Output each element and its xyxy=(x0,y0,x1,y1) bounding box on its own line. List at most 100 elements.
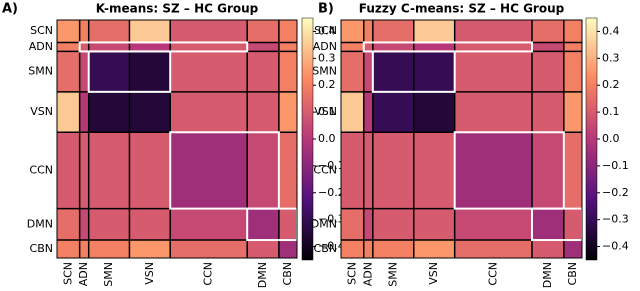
y-tick-label: DMN xyxy=(27,217,53,230)
panel-label: A) xyxy=(2,2,18,17)
x-tick-label: SMN xyxy=(386,262,399,287)
colorbar-tick-label: 0.4 xyxy=(318,24,336,37)
heatmap-cell xyxy=(531,132,565,209)
heatmap-cell xyxy=(129,132,171,209)
heatmap-cell xyxy=(79,208,89,241)
heatmap-cell xyxy=(372,51,415,93)
heatmap-cell xyxy=(57,51,80,93)
heatmap-cell xyxy=(129,208,171,241)
heatmap-cell xyxy=(57,20,80,43)
heatmap-cell xyxy=(454,20,533,43)
colorbar-tick-label: 0.4 xyxy=(602,24,620,37)
heatmap-cell xyxy=(563,20,583,43)
heatmap-cell xyxy=(79,91,89,133)
y-tick-label: SMN xyxy=(312,65,337,78)
heatmap-cell xyxy=(454,208,533,241)
heatmap-cell xyxy=(278,20,298,43)
heatmap-cell xyxy=(88,208,130,241)
heatmap-frame xyxy=(340,19,583,259)
heatmap-cell xyxy=(531,240,565,259)
heatmap-cell xyxy=(341,132,365,209)
heatmap-cell xyxy=(372,20,415,43)
heatmap-cell xyxy=(129,20,171,43)
heatmap-cell xyxy=(170,240,248,259)
colorbar-tick-label: 0.1 xyxy=(602,105,620,118)
heatmap-cell xyxy=(88,20,130,43)
heatmap-cell xyxy=(454,51,533,93)
heatmap-cell xyxy=(372,208,415,241)
heatmap-cell xyxy=(363,20,374,43)
heatmap-cell xyxy=(170,42,248,52)
x-tick-label: ADN xyxy=(77,262,90,286)
colorbar-tick-label: −0.4 xyxy=(318,240,345,253)
heatmap-cell xyxy=(57,91,80,133)
colorbar-tick-label: −0.1 xyxy=(318,159,345,172)
x-tick-label: CCN xyxy=(486,262,499,286)
heatmap-cell xyxy=(531,42,565,52)
heatmap-cell xyxy=(57,240,80,259)
heatmap-cell xyxy=(57,208,80,241)
y-tick-label: DMN xyxy=(311,217,337,230)
heatmap-cell xyxy=(129,51,171,93)
heatmap-cell xyxy=(363,132,374,209)
heatmap-cell xyxy=(454,132,533,209)
heatmap-cell xyxy=(413,91,455,133)
heatmap-cell xyxy=(57,132,80,209)
y-tick-label: SMN xyxy=(28,65,53,78)
x-tick-label: VSN xyxy=(427,262,440,285)
heatmap-cell xyxy=(88,132,130,209)
heatmap-cell xyxy=(372,132,415,209)
heatmap-cell xyxy=(563,91,583,133)
heatmap-cell xyxy=(363,91,374,133)
heatmap-cell xyxy=(563,240,583,259)
heatmap-cell xyxy=(57,42,80,52)
heatmap-cell xyxy=(247,240,280,259)
heatmap-cell xyxy=(563,42,583,52)
heatmap-cell xyxy=(247,51,280,93)
x-tick-label: DMN xyxy=(541,262,554,288)
x-tick-label: DMN xyxy=(256,262,269,288)
y-tick-label: CBN xyxy=(314,242,337,255)
heatmap-cell xyxy=(341,208,365,241)
heatmap-cell xyxy=(563,51,583,93)
chart-title: Fuzzy C-means: SZ – HC Group xyxy=(359,2,565,16)
heatmap-cell xyxy=(278,91,298,133)
heatmap-cell xyxy=(170,51,248,93)
heatmap-cell xyxy=(79,132,89,209)
heatmap-cell xyxy=(563,208,583,241)
x-tick-label: SMN xyxy=(102,262,115,287)
heatmap-cell xyxy=(531,91,565,133)
heatmap-cell xyxy=(413,42,455,52)
colorbar-tick-label: 0.3 xyxy=(602,51,620,64)
heatmap-cell xyxy=(278,42,298,52)
colorbar-tick-label: −0.3 xyxy=(602,213,629,226)
y-tick-label: SCN xyxy=(314,24,337,37)
heatmap-cell xyxy=(170,132,248,209)
heatmap-cell xyxy=(341,20,365,43)
heatmap-frame xyxy=(56,19,298,259)
x-tick-label: CCN xyxy=(202,262,215,286)
heatmap-cell xyxy=(129,42,171,52)
heatmap-cell xyxy=(413,20,455,43)
heatmap-cell xyxy=(247,132,280,209)
heatmap-cell xyxy=(79,51,89,93)
chart-title: K-means: SZ – HC Group xyxy=(96,2,259,16)
x-tick-label: ADN xyxy=(361,262,374,286)
panel-label: B) xyxy=(318,2,334,17)
colorbar-tick-label: −0.4 xyxy=(602,240,629,253)
colorbar-tick-label: 0.2 xyxy=(602,78,620,91)
y-tick-label: CCN xyxy=(313,163,337,176)
colorbar-tick-label: 0.3 xyxy=(318,51,336,64)
heatmap-cell xyxy=(79,42,89,52)
colorbar-tick-label: −0.1 xyxy=(602,159,629,172)
x-tick-label: SCN xyxy=(345,262,358,285)
y-tick-label: CBN xyxy=(30,242,53,255)
heatmap-cell xyxy=(363,208,374,241)
block-outline xyxy=(87,50,172,93)
heatmap-cell xyxy=(79,240,89,259)
heatmap-cell xyxy=(531,20,565,43)
y-tick-label: CCN xyxy=(29,163,53,176)
colorbar-tick-label: 0.0 xyxy=(602,132,620,145)
block-outline xyxy=(371,50,456,93)
